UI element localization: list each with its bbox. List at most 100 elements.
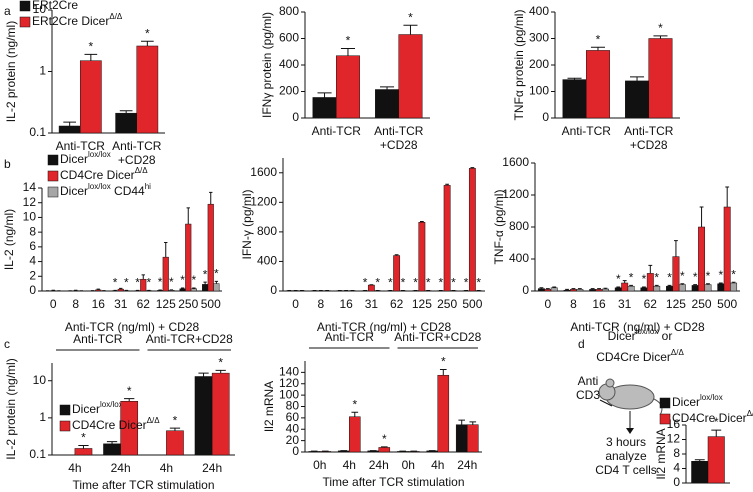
y-tick-label: 1200 bbox=[502, 187, 529, 201]
bar bbox=[211, 372, 230, 456]
legend-label-part: lox/lox bbox=[88, 150, 111, 159]
group-label: Anti-TCR+CD28 bbox=[394, 330, 481, 344]
x-tick-label: 62 bbox=[390, 297, 404, 311]
error-bar bbox=[63, 121, 77, 126]
significance-mark: * bbox=[706, 269, 711, 283]
error-bar bbox=[616, 286, 621, 288]
error-bar bbox=[445, 183, 450, 186]
error-bar bbox=[214, 280, 219, 284]
x-tick-label: Anti-TCR +CD28 bbox=[374, 124, 424, 152]
diagram-readout: analyze bbox=[605, 449, 647, 463]
diagram-title-part: or bbox=[658, 329, 672, 343]
error-bar bbox=[565, 288, 569, 291]
x-tick-label: 31 bbox=[618, 297, 632, 311]
error-bar bbox=[699, 206, 704, 227]
y-axis-label: IL-2 protein (ng/ml) bbox=[4, 21, 18, 122]
bar bbox=[621, 282, 629, 292]
significance-mark: * bbox=[642, 272, 647, 286]
significance-mark: * bbox=[192, 273, 197, 287]
error-bar bbox=[545, 288, 550, 290]
significance-mark: * bbox=[441, 355, 446, 369]
bar bbox=[640, 287, 648, 292]
diagram-title-part: Dicer bbox=[608, 329, 636, 343]
error-bar bbox=[215, 369, 226, 374]
error-bar bbox=[351, 411, 359, 417]
bar bbox=[58, 125, 81, 134]
bar bbox=[336, 55, 360, 119]
bar bbox=[550, 287, 558, 292]
y-tick-label: 0 bbox=[270, 283, 277, 297]
legend-swatch bbox=[19, 16, 31, 28]
x-tick-label: 0 bbox=[544, 297, 551, 311]
significance-mark: * bbox=[147, 276, 152, 290]
bar bbox=[672, 256, 680, 292]
significance-mark: * bbox=[658, 21, 663, 35]
bar bbox=[95, 289, 102, 292]
y-tick-label: 1 bbox=[39, 64, 46, 78]
x-tick-label: 500 bbox=[462, 297, 482, 311]
legend-swatch bbox=[659, 413, 671, 425]
y-tick-label: 400 bbox=[279, 57, 299, 71]
x-tick-label-part: Anti-TCR bbox=[112, 139, 162, 153]
significance-mark: * bbox=[654, 271, 659, 285]
significance-mark: * bbox=[476, 276, 481, 290]
diagram-readout: CD4 T cells bbox=[595, 463, 657, 477]
legend-label: CD4Cre DicerΔ/Δ bbox=[672, 409, 753, 425]
error-bar bbox=[653, 35, 668, 39]
diagram-title-part: lox/lox bbox=[636, 327, 659, 336]
legend-label-part: Dicer bbox=[72, 402, 100, 416]
error-bar bbox=[694, 459, 705, 462]
legend-swatch bbox=[47, 154, 59, 166]
x-tick-label: 24h bbox=[369, 458, 389, 472]
significance-mark: * bbox=[596, 32, 601, 46]
error-bar bbox=[317, 92, 332, 98]
x-tick-label: 16 bbox=[592, 297, 606, 311]
error-bar bbox=[469, 421, 477, 425]
x-axis-label: Time after TCR stimulation bbox=[322, 475, 464, 489]
bar bbox=[691, 461, 709, 484]
y-tick-label: 1600 bbox=[250, 165, 277, 179]
x-tick-label: 24h bbox=[457, 458, 477, 472]
legend-label: ERt2Cre DicerΔ/Δ bbox=[32, 12, 123, 28]
significance-mark: * bbox=[124, 276, 129, 290]
significance-mark: * bbox=[718, 268, 723, 282]
significance-mark: * bbox=[169, 275, 174, 289]
significance-mark: * bbox=[667, 271, 672, 285]
legend-label: ERt2Cre bbox=[32, 0, 78, 12]
error-bar bbox=[648, 264, 653, 274]
bar bbox=[562, 79, 587, 119]
diagram-title-part: Δ/Δ bbox=[671, 348, 685, 357]
significance-mark: * bbox=[693, 270, 698, 284]
bar bbox=[136, 45, 159, 134]
y-tick-label: 4 bbox=[673, 461, 680, 475]
y-tick-label: 12 bbox=[667, 432, 681, 446]
error-bar bbox=[164, 241, 168, 258]
bar bbox=[185, 223, 192, 292]
legend-label-part: hi bbox=[145, 182, 151, 191]
error-bar bbox=[140, 40, 154, 46]
bar bbox=[468, 168, 476, 292]
bar bbox=[162, 256, 169, 292]
diagram-title: CD4Cre DicerΔ/Δ bbox=[596, 348, 684, 364]
bar bbox=[653, 285, 661, 292]
panel-label: b bbox=[4, 157, 11, 171]
legend-label-part: Dicer bbox=[672, 395, 700, 409]
bar bbox=[166, 430, 184, 456]
bar bbox=[576, 289, 584, 292]
error-bar bbox=[198, 372, 209, 377]
error-bar bbox=[654, 284, 659, 287]
significance-mark: * bbox=[158, 275, 163, 289]
error-bar bbox=[340, 47, 355, 56]
error-bar bbox=[380, 446, 388, 448]
y-axis-label: TNFα protein (pg/ml) bbox=[512, 10, 526, 121]
legend-label-part: Dicer bbox=[60, 184, 88, 198]
y-tick-label: 10 bbox=[33, 2, 47, 16]
y-axis-label: TNF-α (pg/ml) bbox=[492, 190, 506, 265]
legend-label-part: Δ/Δ bbox=[135, 166, 149, 175]
x-axis-label: Time after TCR stimulation bbox=[72, 478, 214, 492]
bar bbox=[595, 289, 603, 292]
diagram-readout: 3 hours bbox=[606, 435, 646, 449]
error-bar bbox=[667, 284, 672, 287]
error-bar bbox=[725, 186, 730, 207]
error-bar bbox=[539, 287, 544, 289]
